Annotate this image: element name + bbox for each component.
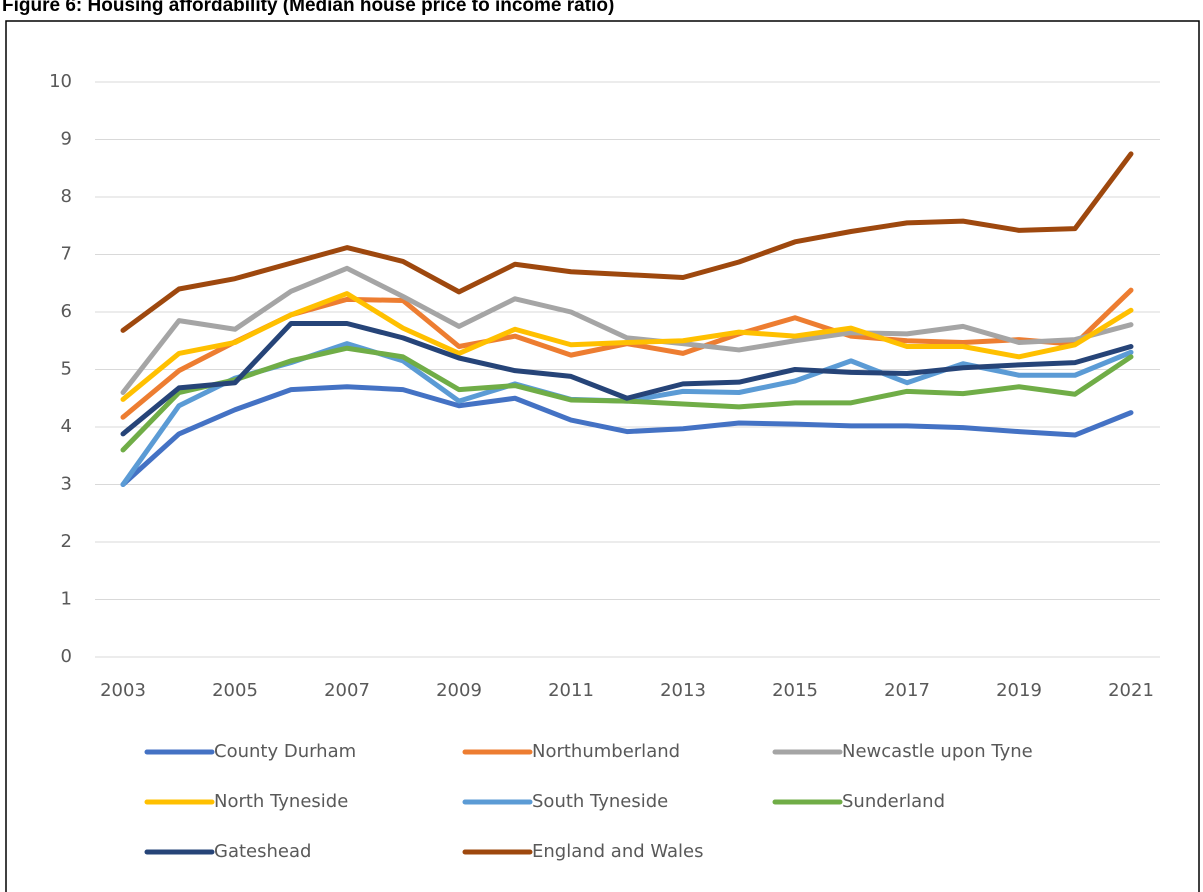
legend-label: Gateshead bbox=[214, 841, 311, 862]
series-line bbox=[120, 345, 1134, 453]
x-tick-label: 2015 bbox=[772, 680, 818, 701]
legend-label: Northumberland bbox=[532, 741, 680, 762]
y-tick-label: 0 bbox=[61, 646, 72, 667]
x-tick-label: 2009 bbox=[436, 680, 482, 701]
series-line bbox=[120, 151, 1134, 333]
y-tick-label: 7 bbox=[61, 244, 72, 265]
series-line bbox=[120, 291, 1134, 402]
x-tick-label: 2021 bbox=[1108, 680, 1154, 701]
chart-border bbox=[5, 20, 1200, 892]
legend-label: County Durham bbox=[214, 741, 356, 762]
x-tick-label: 2013 bbox=[660, 680, 706, 701]
series-line bbox=[120, 321, 1134, 437]
x-tick-label: 2005 bbox=[212, 680, 258, 701]
y-tick-label: 2 bbox=[61, 531, 72, 552]
series-line bbox=[120, 384, 1134, 487]
legend-label: North Tyneside bbox=[214, 791, 348, 812]
y-tick-label: 6 bbox=[61, 301, 72, 322]
x-tick-label: 2007 bbox=[324, 680, 370, 701]
y-tick-label: 10 bbox=[49, 71, 72, 92]
y-tick-label: 5 bbox=[61, 359, 72, 380]
legend-label: South Tyneside bbox=[532, 791, 668, 812]
y-tick-label: 3 bbox=[61, 474, 72, 495]
legend-label: England and Wales bbox=[532, 841, 704, 862]
y-tick-label: 8 bbox=[61, 186, 72, 207]
legend-label: Newcastle upon Tyne bbox=[842, 741, 1033, 762]
y-tick-label: 1 bbox=[61, 589, 72, 610]
x-tick-label: 2011 bbox=[548, 680, 594, 701]
legend-label: Sunderland bbox=[842, 791, 945, 812]
series-line bbox=[120, 265, 1134, 395]
y-tick-label: 4 bbox=[61, 416, 72, 437]
y-tick-label: 9 bbox=[61, 129, 72, 150]
chart-title: Figure 6: Housing affordability (Median … bbox=[2, 0, 614, 16]
x-tick-label: 2003 bbox=[100, 680, 146, 701]
x-tick-label: 2019 bbox=[996, 680, 1042, 701]
x-tick-label: 2017 bbox=[884, 680, 930, 701]
